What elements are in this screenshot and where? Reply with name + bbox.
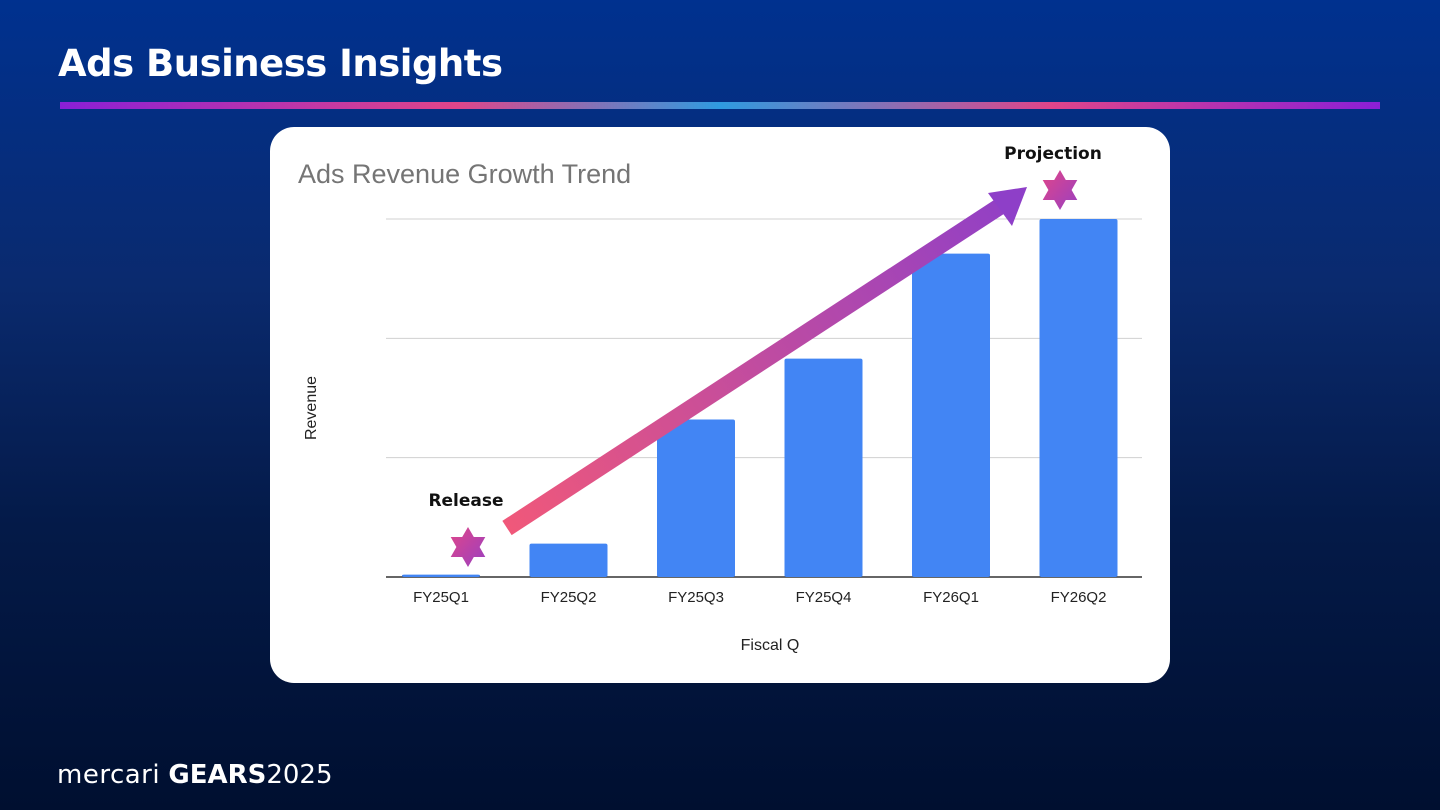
annotation-release: Release [428, 491, 503, 511]
x-tick-label: FY25Q2 [541, 589, 597, 606]
chart-title: Ads Revenue Growth Trend [298, 159, 631, 189]
star-marker-icon [450, 527, 486, 567]
star-marker-icon [1042, 170, 1078, 210]
x-tick-label: FY25Q3 [668, 589, 724, 606]
title-divider [60, 102, 1380, 109]
bar-FY25Q2 [529, 543, 608, 577]
bar-FY25Q1 [402, 574, 480, 577]
bar-FY26Q1 [912, 253, 990, 577]
x-tick-label: FY26Q2 [1051, 589, 1107, 606]
bar-FY25Q4 [784, 358, 863, 577]
event-name: GEARS [168, 760, 267, 790]
x-axis-label: Fiscal Q [741, 637, 800, 654]
x-tick-label: FY26Q1 [923, 589, 979, 606]
event-year: 2025 [266, 760, 333, 790]
footer-logo: mercari GEARS2025 [57, 760, 333, 790]
x-tick-label: FY25Q1 [413, 589, 469, 606]
brand-name: mercari [57, 760, 161, 790]
trend-arrow [502, 187, 1027, 536]
annotation-projection: Projection [1004, 144, 1102, 164]
y-axis-label: Revenue [303, 376, 320, 440]
bar-FY25Q3 [657, 419, 735, 577]
chart-card [270, 127, 1170, 683]
slide-title: Ads Business Insights [58, 42, 503, 85]
bar-FY26Q2 [1039, 219, 1118, 577]
x-tick-label: FY25Q4 [796, 589, 852, 606]
